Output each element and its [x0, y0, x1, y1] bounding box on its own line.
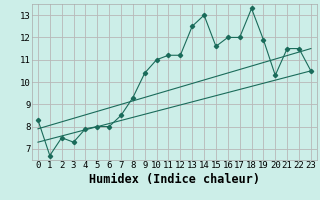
X-axis label: Humidex (Indice chaleur): Humidex (Indice chaleur) — [89, 173, 260, 186]
